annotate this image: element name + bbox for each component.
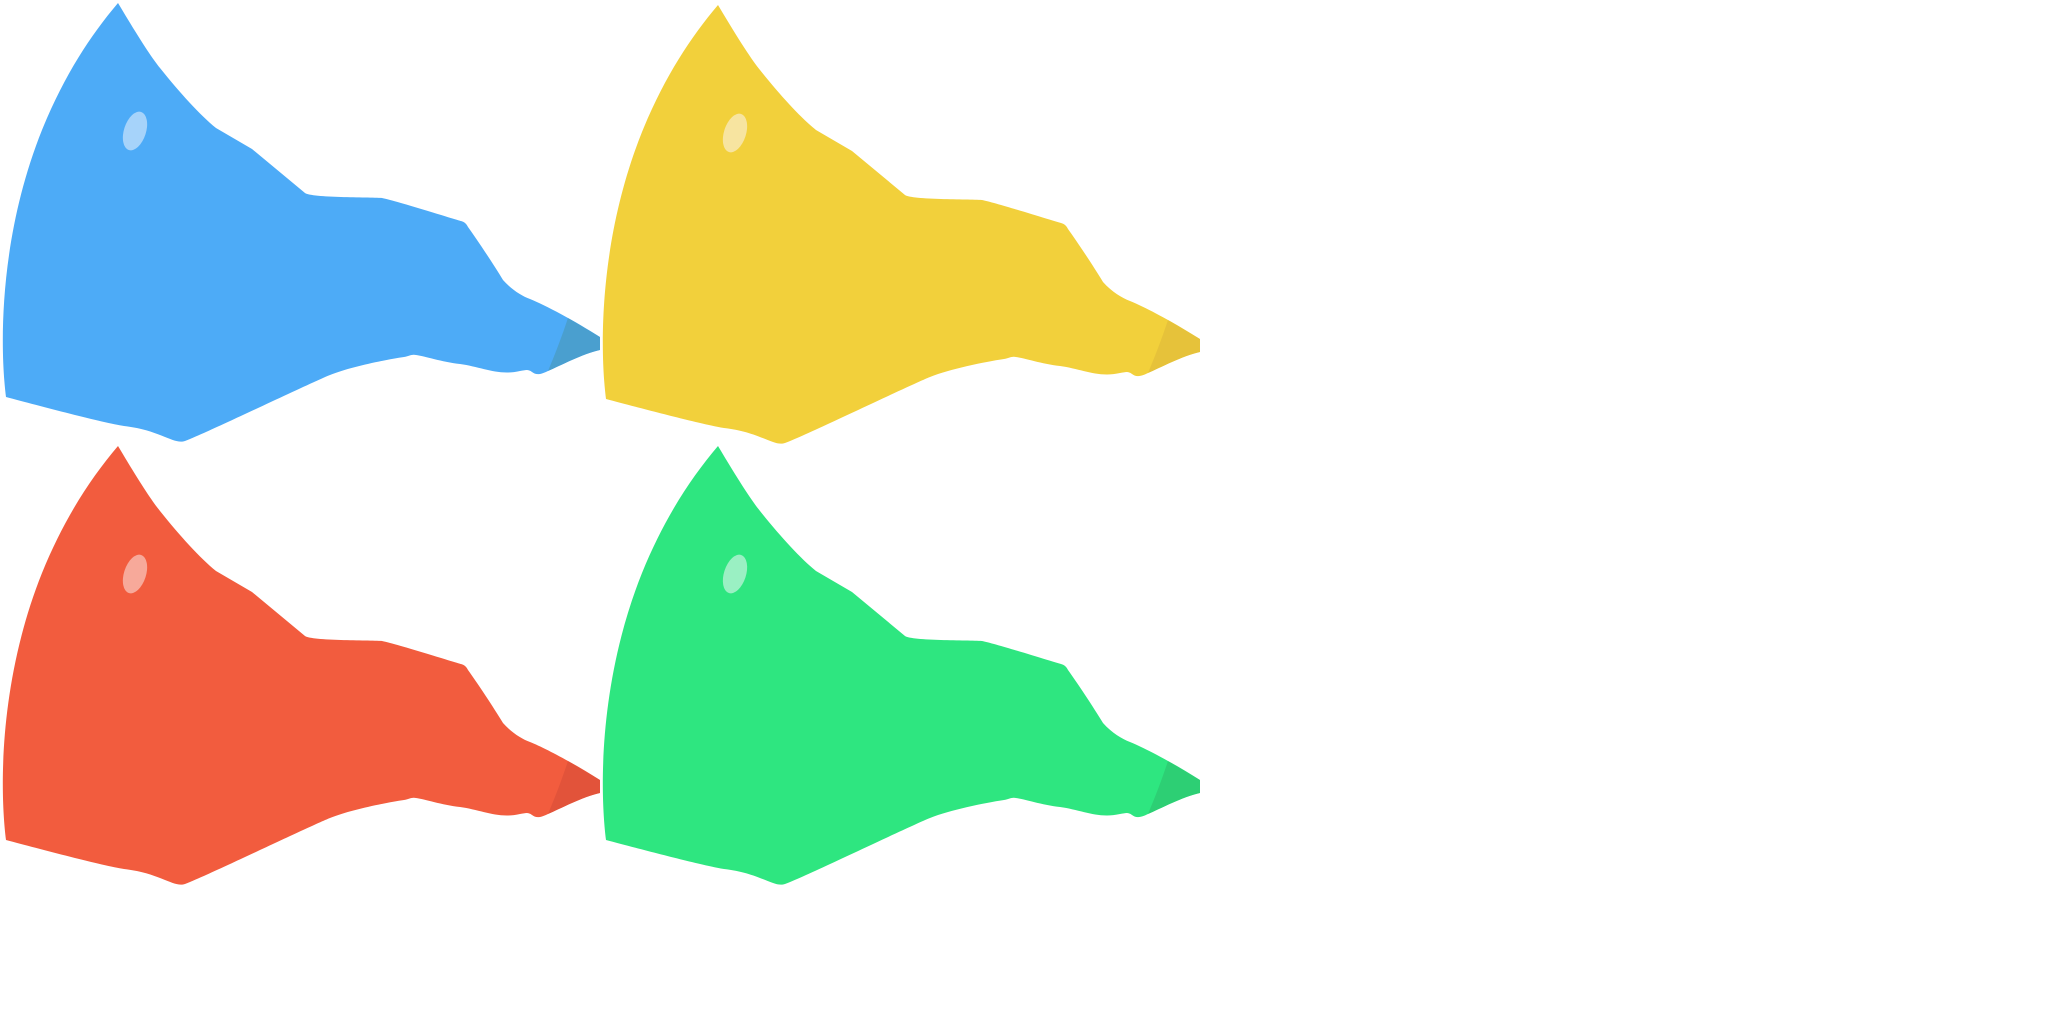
- green-creature-head: [602, 446, 1200, 885]
- snout-shade: [548, 761, 600, 814]
- snout-shade: [548, 318, 600, 371]
- yellow-creature-head: [602, 5, 1200, 444]
- eye-icon: [122, 554, 148, 594]
- snout-shade: [1148, 320, 1200, 373]
- red-creature-head: [2, 446, 601, 885]
- snout-shade: [1148, 761, 1200, 814]
- head-body: [602, 5, 1200, 444]
- eye-icon: [722, 113, 748, 153]
- blue-creature-head: [2, 3, 601, 442]
- eye-icon: [122, 111, 148, 151]
- eye-icon: [722, 554, 748, 594]
- head-body: [2, 446, 601, 885]
- head-body: [2, 3, 601, 442]
- head-body: [602, 446, 1200, 885]
